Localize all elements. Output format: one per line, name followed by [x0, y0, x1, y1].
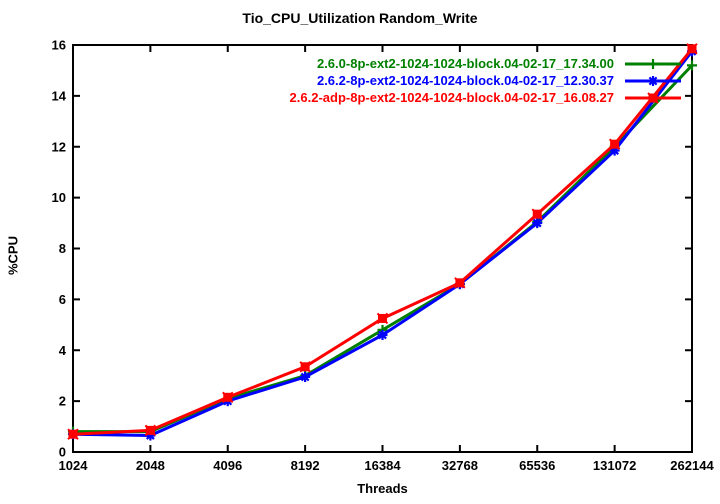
legend-sample-line	[625, 75, 681, 86]
data-point-marker-filled-square	[67, 428, 79, 440]
series-line	[73, 64, 694, 434]
y-tick-label: 0	[59, 445, 66, 460]
data-point-marker-filled-square	[144, 424, 157, 437]
series-line	[72, 50, 694, 437]
data-point-marker-filled-square	[531, 208, 543, 220]
data-point-marker-filled-square	[454, 277, 466, 289]
x-axis-label: Threads	[357, 481, 408, 496]
x-tick-label: 16384	[364, 458, 401, 473]
x-tick-label: 1024	[59, 458, 89, 473]
data-point-marker-asterisk	[377, 329, 388, 340]
data-point-marker-plus	[687, 60, 697, 71]
legend-sample-line	[625, 58, 681, 69]
y-tick-label: 4	[59, 343, 67, 358]
data-point-marker-asterisk	[532, 218, 543, 229]
y-tick-label: 14	[52, 88, 67, 103]
y-tick-label: 6	[59, 292, 66, 307]
data-point-marker-filled-square	[686, 43, 698, 55]
legend: 2.6.0-8p-ext2-1024-1024-block.04-02-17_1…	[290, 55, 682, 106]
chart-title: Tio_CPU_Utilization Random_Write	[242, 10, 478, 26]
legend-label: 2.6.2-8p-ext2-1024-1024-block.04-02-17_1…	[316, 73, 614, 88]
legend-label: 2.6.2-adp-8p-ext2-1024-1024-block.04-02-…	[289, 90, 614, 105]
y-tick-label: 16	[52, 38, 66, 53]
y-tick-label: 12	[52, 139, 66, 154]
data-point-marker-asterisk	[300, 371, 311, 382]
legend-sample-line	[625, 91, 681, 104]
data-point-marker-filled-square	[608, 138, 621, 150]
legend-label: 2.6.0-8p-ext2-1024-1024-block.04-02-17_1…	[316, 56, 614, 71]
data-point-marker-filled-square	[376, 312, 389, 325]
data-point-marker-filled-square	[222, 391, 234, 404]
x-tick-label: 262144	[670, 458, 714, 473]
legend-row-1: 2.6.2-8p-ext2-1024-1024-block.04-02-17_1…	[290, 72, 682, 89]
plot-border	[72, 44, 693, 453]
y-tick-label: 10	[52, 190, 66, 205]
x-tick-label: 4096	[213, 458, 242, 473]
x-tick-label: 32768	[442, 458, 478, 473]
x-tick-label: 65536	[519, 458, 555, 473]
x-tick-label: 8192	[291, 458, 320, 473]
legend-row-2: 2.6.2-adp-8p-ext2-1024-1024-block.04-02-…	[290, 89, 682, 106]
series-line	[72, 47, 694, 436]
series-2	[67, 43, 698, 440]
legend-row-0: 2.6.0-8p-ext2-1024-1024-block.04-02-17_1…	[290, 55, 682, 72]
series-0	[68, 60, 697, 437]
data-point-marker-filled-square	[299, 361, 311, 373]
y-tick-label: 8	[59, 241, 66, 256]
x-tick-label: 131072	[593, 458, 636, 473]
x-tick-label: 2048	[136, 458, 165, 473]
y-tick-label: 2	[59, 394, 66, 409]
